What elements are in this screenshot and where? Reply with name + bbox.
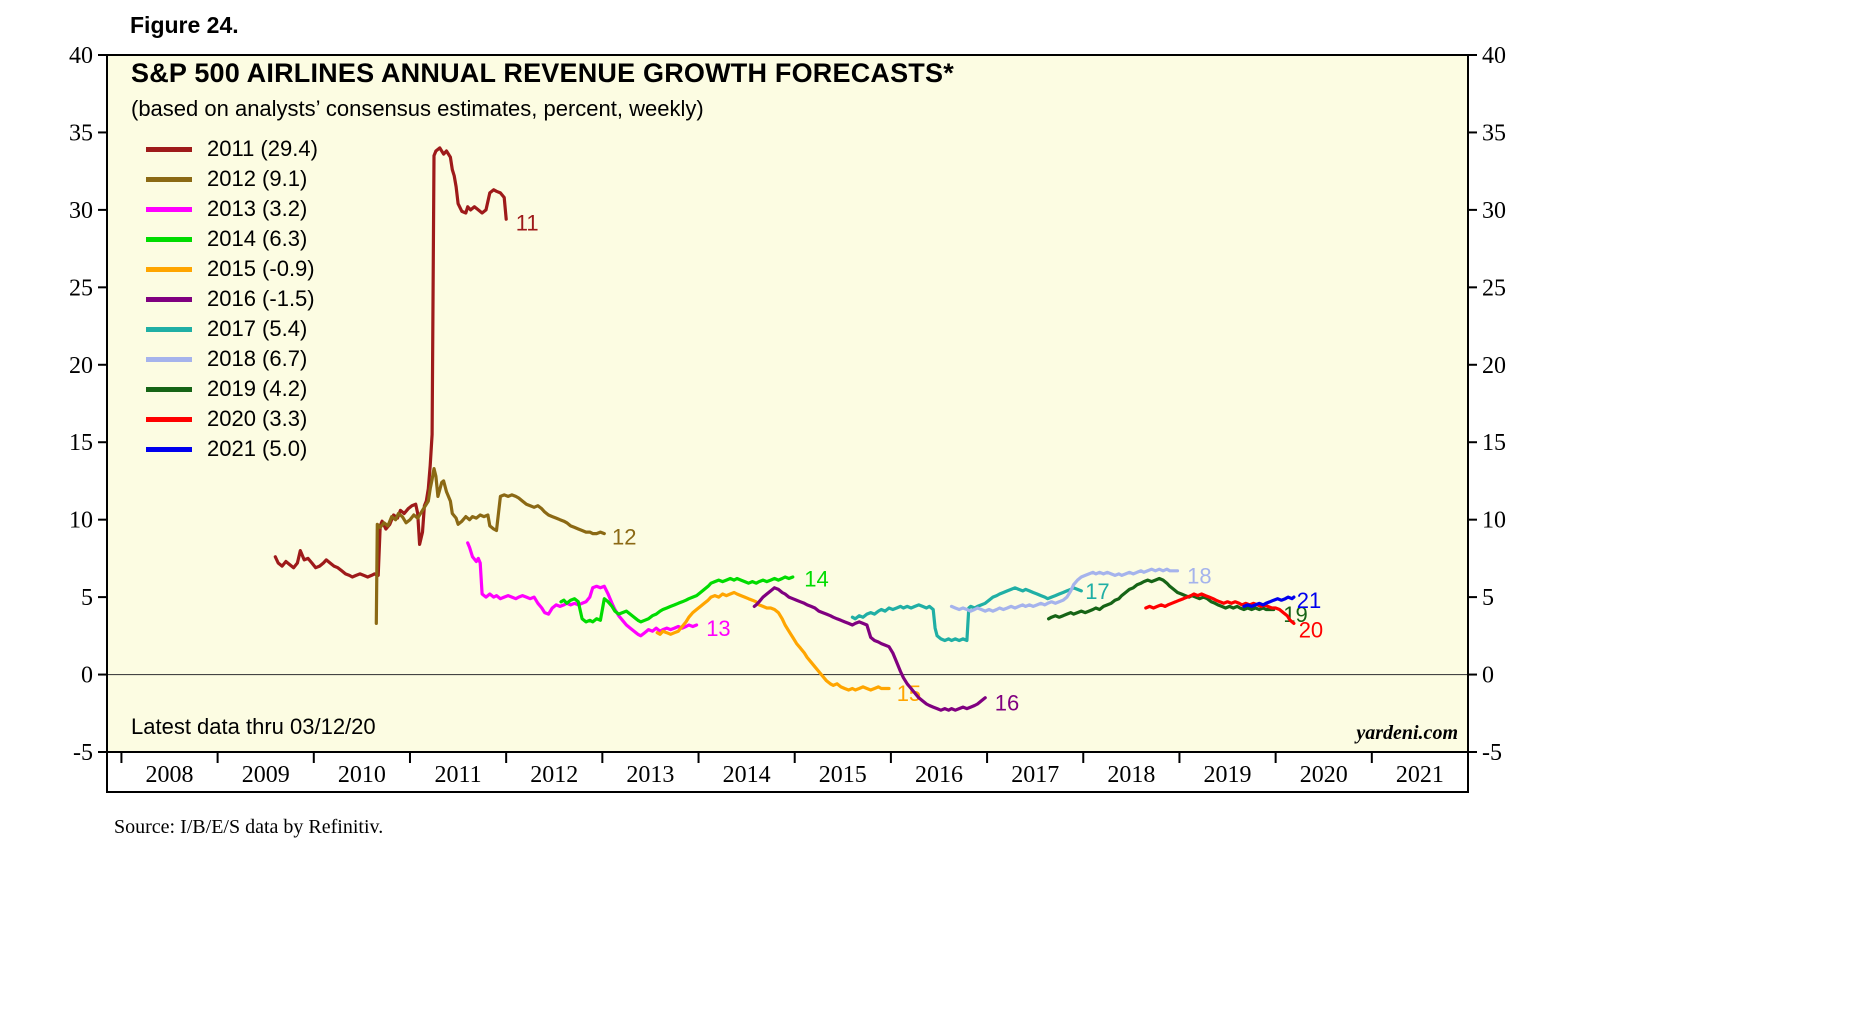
series-line-2015 <box>655 590 891 692</box>
x-tick-label: 2020 <box>1300 762 1348 788</box>
legend-item-2021: 2021 (5.0) <box>146 434 318 464</box>
legend-swatch <box>146 176 192 182</box>
series-line-2014 <box>559 575 795 624</box>
legend-label: 2011 (29.4) <box>207 136 318 161</box>
legend-label: 2018 (6.7) <box>207 346 308 371</box>
y-tick-label-left: 25 <box>69 275 93 301</box>
series-end-label-2021: 21 <box>1297 588 1321 613</box>
series-end-label-2016: 16 <box>995 690 1019 715</box>
series-line-2020 <box>1144 592 1296 625</box>
y-tick-label-right: 35 <box>1482 120 1506 146</box>
series-end-label-2012: 12 <box>612 525 636 550</box>
legend-item-2015: 2015 (-0.9) <box>146 254 318 284</box>
legend-item-2014: 2014 (6.3) <box>146 224 318 254</box>
legend-swatch <box>146 386 192 392</box>
legend-item-2013: 2013 (3.2) <box>146 194 318 224</box>
series-line-2017 <box>850 586 1083 643</box>
legend-item-2016: 2016 (-1.5) <box>146 284 318 314</box>
series-end-label-2014: 14 <box>804 567 828 592</box>
x-axis-strip <box>106 751 1469 793</box>
latest-data-note: Latest data thru 03/12/20 <box>131 714 376 739</box>
legend-label: 2014 (6.3) <box>207 226 308 251</box>
source-line: Source: I/B/E/S data by Refinitiv. <box>114 816 384 838</box>
x-tick-label: 2013 <box>626 762 674 788</box>
legend-item-2019: 2019 (4.2) <box>146 374 318 404</box>
series-line-2016 <box>752 586 987 712</box>
x-tick-label: 2008 <box>146 762 194 788</box>
y-tick-label-right: 40 <box>1482 43 1506 69</box>
x-tick-label: 2014 <box>723 762 771 788</box>
legend-swatch <box>146 446 192 452</box>
y-tick-label-left: 40 <box>69 43 93 69</box>
series-end-label-2018: 18 <box>1187 563 1211 588</box>
x-tick-label: 2016 <box>915 762 963 788</box>
x-tick-label: 2017 <box>1011 762 1059 788</box>
legend-item-2012: 2012 (9.1) <box>146 164 318 194</box>
x-tick-label: 2011 <box>435 762 482 788</box>
legend-item-2017: 2017 (5.4) <box>146 314 318 344</box>
legend-swatch <box>146 416 192 422</box>
legend-swatch <box>146 296 192 302</box>
plot-background <box>107 55 1468 752</box>
y-tick-label-right: 30 <box>1482 198 1506 224</box>
chart-subtitle: (based on analysts’ consensus estimates,… <box>131 96 704 121</box>
series-line-2012 <box>374 467 606 625</box>
series-end-label-2017: 17 <box>1085 579 1109 604</box>
chart-legend: 2011 (29.4) 2012 (9.1) 2013 (3.2) 2014 (6.3… <box>146 134 318 464</box>
legend-item-2018: 2018 (6.7) <box>146 344 318 374</box>
y-tick-label-right: 10 <box>1482 508 1506 534</box>
watermark: yardeni.com <box>1356 722 1458 744</box>
x-tick-label: 2010 <box>338 762 386 788</box>
x-tick-label: 2021 <box>1396 762 1444 788</box>
series-line-2018 <box>949 567 1180 613</box>
legend-label: 2021 (5.0) <box>207 436 308 461</box>
y-tick-label-left: 5 <box>81 585 93 611</box>
legend-label: 2017 (5.4) <box>207 316 308 341</box>
series-end-label-2020: 20 <box>1299 618 1323 643</box>
legend-label: 2012 (9.1) <box>207 166 308 191</box>
legend-swatch <box>146 236 192 242</box>
y-tick-label-left: 15 <box>69 430 93 456</box>
legend-swatch <box>146 266 192 272</box>
legend-label: 2013 (3.2) <box>207 196 308 221</box>
y-tick-label-right: 25 <box>1482 275 1506 301</box>
series-line-2019 <box>1047 576 1276 621</box>
series-line-2021 <box>1242 595 1296 608</box>
y-tick-label-left: 20 <box>69 353 93 379</box>
legend-swatch <box>146 146 192 152</box>
y-tick-label-right: -5 <box>1482 740 1502 766</box>
series-end-label-2013: 13 <box>706 616 730 641</box>
legend-item-2011: 2011 (29.4) <box>146 134 318 164</box>
y-tick-label-left: -5 <box>73 740 93 766</box>
y-tick-label-left: 35 <box>69 120 93 146</box>
x-tick-label: 2012 <box>530 762 578 788</box>
legend-label: 2016 (-1.5) <box>207 286 315 311</box>
y-tick-label-left: 10 <box>69 508 93 534</box>
legend-swatch <box>146 326 192 332</box>
legend-swatch <box>146 356 192 362</box>
x-tick-label: 2018 <box>1107 762 1155 788</box>
legend-label: 2019 (4.2) <box>207 376 308 401</box>
y-tick-label-right: 0 <box>1482 663 1494 689</box>
series-end-label-2011: 11 <box>516 210 539 235</box>
x-tick-label: 2009 <box>242 762 290 788</box>
y-tick-label-right: 15 <box>1482 430 1506 456</box>
series-line-2011 <box>273 146 508 579</box>
y-tick-label-left: 0 <box>81 663 93 689</box>
y-tick-label-right: 5 <box>1482 585 1494 611</box>
figure-label: Figure 24. <box>130 12 239 38</box>
chart-title: S&P 500 AIRLINES ANNUAL REVENUE GROWTH F… <box>131 58 954 88</box>
x-tick-label: 2015 <box>819 762 867 788</box>
y-tick-label-right: 20 <box>1482 353 1506 379</box>
legend-label: 2015 (-0.9) <box>207 256 315 281</box>
legend-swatch <box>146 206 192 212</box>
y-tick-label-left: 30 <box>69 198 93 224</box>
legend-label: 2020 (3.3) <box>207 406 308 431</box>
x-tick-label: 2019 <box>1204 762 1252 788</box>
legend-item-2020: 2020 (3.3) <box>146 404 318 434</box>
